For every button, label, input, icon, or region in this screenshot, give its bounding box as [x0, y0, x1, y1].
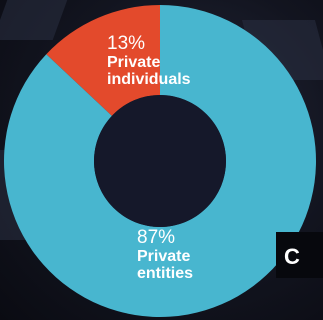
donut-slices [3, 5, 317, 317]
donut-slice-private-entities [3, 5, 317, 317]
donut-labels: 13% Private individuals 87% Private enti… [107, 33, 193, 282]
slice-name-label-private-entities: Private [137, 248, 190, 265]
slice-name-label-private-individuals-line2: individuals [107, 71, 191, 88]
overlay-caption-text: C [284, 244, 300, 269]
slice-name-label-private-individuals: Private [107, 54, 160, 71]
slice-value-label-private-individuals: 13% [107, 33, 145, 54]
slice-value-label-private-entities: 87% [137, 227, 175, 248]
overlay-caption-box: C [276, 232, 323, 278]
donut-slice-private-individuals [46, 5, 160, 116]
donut-hole [94, 95, 226, 227]
slice-name-label-private-entities-line2: entities [137, 265, 193, 282]
